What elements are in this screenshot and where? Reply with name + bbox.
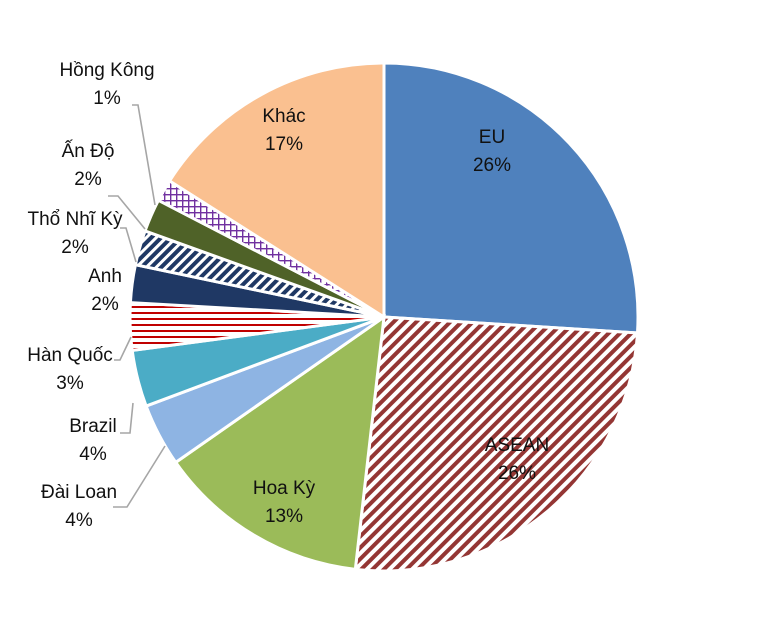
slice-label-percent: 2% (61, 237, 89, 258)
slice-label-name: Anh (88, 266, 122, 287)
slice-label-anh: Anh 2% (88, 266, 122, 315)
slice-label-name: Brazil (69, 416, 117, 437)
slice-label-percent: 2% (91, 294, 119, 315)
pie-slice-khac (167, 61, 386, 320)
slice-label-percent: 2% (74, 169, 102, 190)
leader-lines (108, 104, 166, 508)
slice-label-percent: 1% (93, 88, 121, 109)
slice-label-brazil: Brazil 4% (69, 416, 117, 465)
slice-label-percent: 4% (79, 444, 107, 465)
leader-line-brazil (120, 402, 134, 434)
slice-label-percent: 17% (265, 134, 303, 155)
leader-line-dai-loan (113, 445, 166, 508)
slice-label-percent: 3% (56, 373, 84, 394)
slice-label-name: Ấn Độ (62, 140, 115, 162)
slice-label-percent: 4% (65, 510, 93, 531)
slice-label-name: Hồng Kông (59, 60, 154, 81)
slice-label-name: Đài Loan (41, 482, 117, 503)
leader-line-han-quoc (114, 336, 132, 361)
leader-line-an-do (108, 195, 146, 230)
slice-label-eu: EU 26% (473, 127, 511, 176)
slice-label-name: EU (479, 127, 505, 148)
slice-label-tho-nhi-ky: Thổ Nhĩ Kỳ 2% (27, 209, 123, 258)
slice-labels: EU 26% ASEAN 26% Hoa Kỳ 13% Đài Loan 4% Brazil 4%… (27, 60, 549, 531)
slice-label-khac: Khác 17% (262, 106, 305, 155)
slice-label-name: Hàn Quốc (27, 345, 113, 366)
pie-slices (128, 61, 640, 573)
pie-slice-hoa-ky (173, 313, 386, 572)
slice-label-hoa-ky: Hoa Kỳ 13% (253, 478, 316, 527)
slice-label-name: Hoa Kỳ (253, 478, 316, 499)
leader-line-hong-kong (132, 104, 156, 206)
slice-label-han-quoc: Hàn Quốc 3% (27, 345, 113, 394)
pie-slice-eu (382, 61, 640, 335)
slice-label-name: Khác (262, 106, 305, 127)
slice-label-percent: 26% (498, 463, 536, 484)
leader-line-tho-nhi-ky (120, 227, 137, 263)
slice-label-asean: ASEAN 26% (485, 435, 549, 484)
slice-label-name: ASEAN (485, 435, 549, 456)
slice-label-an-do: Ấn Độ 2% (62, 140, 115, 190)
slice-label-dai-loan: Đài Loan 4% (41, 482, 117, 531)
slice-label-percent: 13% (265, 506, 303, 527)
slice-label-name: Thổ Nhĩ Kỳ (27, 209, 123, 230)
slice-label-hong-kong: Hồng Kông 1% (59, 60, 154, 109)
pie-slice-asean (353, 315, 640, 573)
slice-label-percent: 26% (473, 155, 511, 176)
